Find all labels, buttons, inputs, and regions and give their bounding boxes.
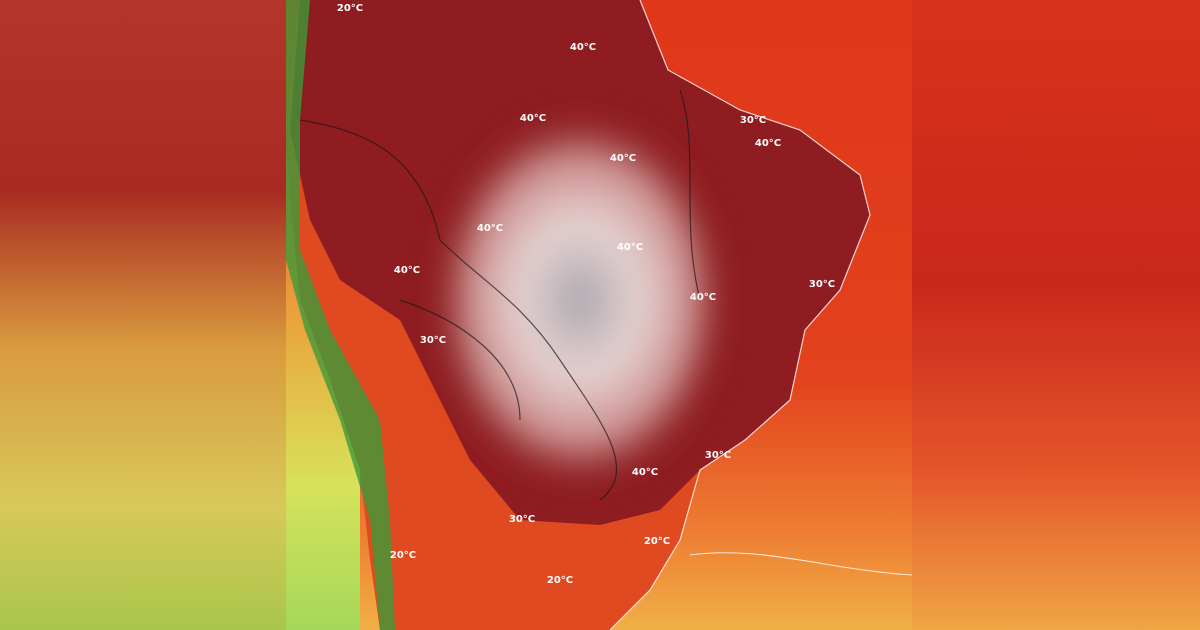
coastline bbox=[609, 0, 871, 630]
contour-label: 20°C bbox=[547, 575, 573, 586]
contour-label: 30°C bbox=[509, 514, 535, 525]
andes-cool-band bbox=[286, 0, 395, 630]
map-area bbox=[286, 0, 913, 630]
contour-label: 20°C bbox=[337, 3, 363, 14]
left-blurred-panel bbox=[0, 0, 286, 630]
contour-label: 30°C bbox=[809, 279, 835, 290]
isotherm-20 bbox=[689, 552, 913, 576]
contour-label: 40°C bbox=[477, 223, 503, 234]
contour-label: 20°C bbox=[644, 536, 670, 547]
contour-label: 30°C bbox=[705, 450, 731, 461]
contour-label: 40°C bbox=[520, 113, 546, 124]
borders bbox=[299, 89, 701, 501]
contour-label: 30°C bbox=[740, 115, 766, 126]
contour-label: 40°C bbox=[610, 153, 636, 164]
contour-label: 30°C bbox=[420, 335, 446, 346]
contour-label: 40°C bbox=[570, 42, 596, 53]
contour-label: 20°C bbox=[390, 550, 416, 561]
extreme-heat-core bbox=[430, 110, 730, 490]
contour-label: 40°C bbox=[690, 292, 716, 303]
contour-label: 40°C bbox=[394, 265, 420, 276]
contour-label: 40°C bbox=[755, 138, 781, 149]
contour-label: 40°C bbox=[617, 242, 643, 253]
contour-labels: 40°C 40°C 40°C 40°C 40°C 40°C 40°C 40°C 40°C 30°C… bbox=[337, 3, 835, 586]
right-blurred-panel bbox=[912, 0, 1200, 630]
contour-label: 40°C bbox=[632, 467, 658, 478]
